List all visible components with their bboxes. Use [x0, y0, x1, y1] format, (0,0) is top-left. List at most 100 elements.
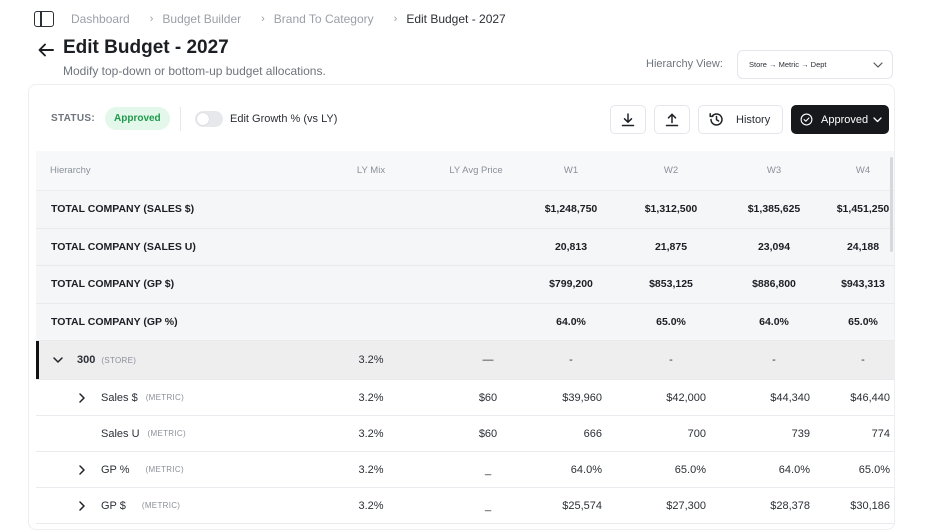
metric-cell-w1[interactable]: 64.0% [570, 463, 602, 476]
budget-table: Hierarchy LY Mix LY Avg Price W1 W2 W3 W… [36, 151, 894, 524]
breadcrumb-current: Edit Budget - 2027 [406, 12, 506, 26]
metric-tag: (METRIC) [145, 465, 184, 474]
metric-cell-w4[interactable]: 65.0% [858, 463, 890, 476]
metric-label: GP $ (METRIC) [101, 488, 180, 523]
breadcrumb-budget-builder[interactable]: Budget Builder [162, 12, 242, 26]
column-header-w1: W1 [563, 165, 579, 176]
metric-cell-w2[interactable]: $27,300 [666, 499, 706, 512]
metric-cell-w3[interactable]: $28,378 [770, 499, 810, 512]
total-row-label: TOTAL COMPANY (SALES $) [51, 203, 195, 216]
store-tag: (STORE) [101, 355, 137, 365]
total-cell-w3[interactable]: $886,800 [752, 278, 796, 291]
sidebar-toggle-icon[interactable] [34, 11, 54, 27]
table-header-row: Hierarchy LY Mix LY Avg Price W1 W2 W3 W… [36, 151, 894, 191]
metric-name: GP % [101, 463, 130, 476]
table-row: TOTAL COMPANY (SALES U) 20,813 21,875 23… [36, 228, 894, 266]
chevron-right-icon [79, 464, 85, 475]
metric-cell-w1[interactable]: $39,960 [562, 391, 602, 404]
metric-cell-w3[interactable]: 64.0% [778, 463, 810, 476]
total-cell-w4[interactable]: $1,451,250 [836, 203, 890, 216]
hierarchy-view-select[interactable]: Store → Metric → Dept [737, 50, 893, 79]
breadcrumb-separator-icon: › [261, 13, 265, 25]
total-cell-w1[interactable]: 64.0% [556, 315, 586, 328]
total-cell-w1[interactable]: $799,200 [549, 278, 593, 291]
total-cell-w3[interactable]: $1,385,625 [747, 203, 801, 216]
metric-cell-w4[interactable]: $46,440 [850, 391, 890, 404]
metric-ly-avg-price: $60 [478, 427, 498, 440]
store-label: 300 (STORE) [77, 341, 136, 379]
metric-expand-toggle[interactable] [76, 380, 88, 415]
upload-icon [665, 113, 679, 126]
column-header-ly-mix: LY Mix [356, 165, 386, 176]
total-cell-w4[interactable]: 24,188 [846, 240, 880, 253]
metric-cell-w3[interactable]: 739 [791, 427, 810, 440]
metric-cell-w4[interactable]: 774 [871, 427, 890, 440]
total-cell-w1[interactable]: $1,248,750 [544, 203, 598, 216]
store-name: 300 [77, 354, 96, 366]
status-badge: Approved [105, 107, 170, 130]
metric-cell-w2[interactable]: 65.0% [674, 463, 706, 476]
store-ly-mix: 3.2% [358, 354, 384, 366]
column-header-hierarchy: Hierarchy [50, 165, 91, 176]
chevron-right-icon [79, 500, 85, 511]
metric-row[interactable]: GP % (METRIC) 3.2% _ 64.0% 65.0% 64.0% 6… [36, 452, 894, 488]
total-cell-w1[interactable]: 20,813 [554, 240, 588, 253]
hierarchy-view-value: Store → Metric → Dept [749, 60, 827, 69]
store-cell-w1: - [569, 354, 573, 366]
history-button[interactable]: History [698, 105, 783, 134]
metric-ly-avg-price: _ [484, 463, 492, 476]
chevron-down-icon [873, 62, 883, 68]
history-label: History [736, 113, 771, 126]
store-ly-avg-price: — [482, 354, 494, 366]
total-cell-w3[interactable]: 64.0% [759, 315, 789, 328]
metric-cell-w4[interactable]: $30,186 [850, 499, 890, 512]
column-header-w4: W4 [855, 165, 871, 176]
download-button[interactable] [610, 105, 646, 134]
metric-cell-w3[interactable]: $44,340 [770, 391, 810, 404]
column-header-w2: W2 [663, 165, 679, 176]
table-row: TOTAL COMPANY (GP $) $799,200 $853,125 $… [36, 266, 894, 304]
metric-expand-toggle[interactable] [76, 488, 88, 523]
breadcrumb-separator-icon: › [149, 13, 154, 25]
table-scrollbar[interactable] [890, 157, 893, 252]
breadcrumb-brand-to-category[interactable]: Brand To Category [273, 12, 374, 26]
metric-ly-avg-price: _ [484, 499, 492, 512]
metric-row[interactable]: Sales $ (METRIC) 3.2% $60 $39,960 $42,00… [36, 380, 894, 416]
total-row-label: TOTAL COMPANY (GP $) [51, 278, 175, 291]
metric-label: Sales $ (METRIC) [101, 380, 184, 415]
metric-name: GP $ [101, 499, 126, 512]
total-cell-w4[interactable]: $943,313 [841, 278, 885, 291]
back-arrow-icon[interactable] [36, 40, 56, 60]
approved-dropdown-button[interactable]: Approved [791, 105, 889, 134]
metric-cell-w2[interactable]: $42,000 [666, 391, 706, 404]
metric-cell-w2[interactable]: 700 [687, 427, 706, 440]
upload-button[interactable] [654, 105, 690, 134]
metric-label: GP % (METRIC) [101, 452, 184, 487]
metric-row[interactable]: GP $ (METRIC) 3.2% _ $25,574 $27,300 $28… [36, 488, 894, 524]
total-cell-w2[interactable]: $1,312,500 [644, 203, 698, 216]
total-cell-w4[interactable]: 65.0% [848, 315, 878, 328]
table-row: TOTAL COMPANY (GP %) 64.0% 65.0% 64.0% 6… [36, 303, 894, 341]
metric-tag: (METRIC) [147, 429, 186, 438]
store-row[interactable]: 300 (STORE) 3.2% — - - - - [36, 341, 894, 380]
total-cell-w3[interactable]: 23,094 [757, 240, 791, 253]
breadcrumb-dashboard[interactable]: Dashboard [71, 12, 130, 26]
total-cell-w2[interactable]: $853,125 [649, 278, 693, 291]
metric-cell-w1[interactable]: $25,574 [562, 499, 602, 512]
history-icon [709, 113, 723, 126]
hierarchy-view-label: Hierarchy View: [646, 58, 723, 70]
download-icon [621, 112, 635, 126]
total-cell-w2[interactable]: 65.0% [656, 315, 686, 328]
total-cell-w2[interactable]: 21,875 [654, 240, 688, 253]
toolbar-divider [180, 107, 181, 131]
store-collapse-toggle[interactable] [52, 341, 64, 379]
metric-name: Sales $ [101, 391, 138, 404]
edit-growth-toggle[interactable] [195, 111, 223, 127]
breadcrumb-separator-icon: › [393, 13, 398, 25]
metric-row[interactable]: Sales U (METRIC) 3.2% $60 666 700 739 77… [36, 416, 894, 452]
metric-expand-toggle[interactable] [76, 452, 88, 487]
chevron-down-icon [53, 357, 63, 363]
chevron-down-icon [873, 117, 882, 123]
status-label: STATUS: [51, 113, 95, 124]
metric-cell-w1[interactable]: 666 [583, 427, 602, 440]
